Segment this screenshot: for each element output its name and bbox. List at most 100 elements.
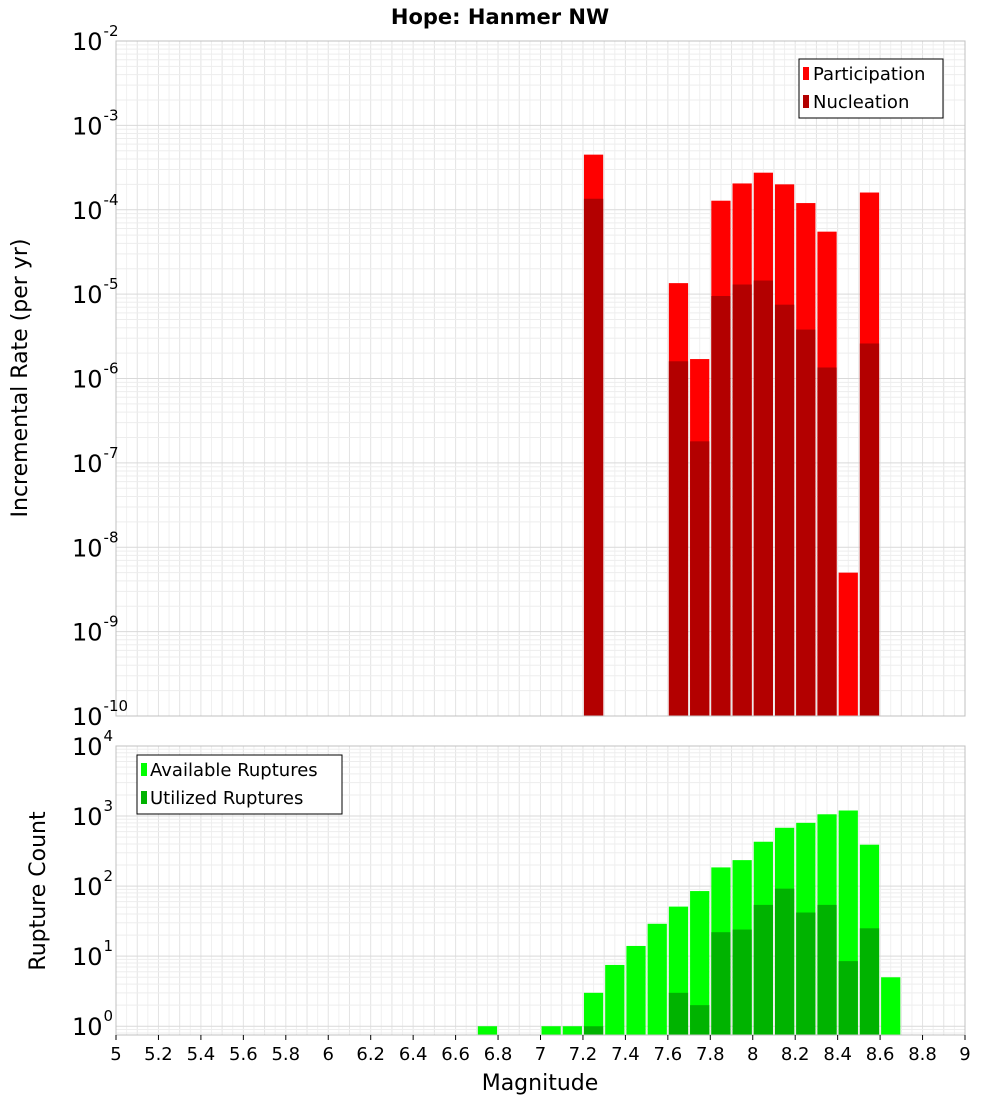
available-bar	[690, 891, 710, 1035]
x-tick-label: 6.4	[399, 1044, 428, 1065]
rate-plot-frame	[115, 40, 966, 717]
nucleation-bar	[690, 441, 710, 716]
x-tick-label: 9	[959, 1044, 970, 1065]
nucleation-bar	[796, 329, 816, 716]
available-bar	[881, 977, 901, 1035]
x-tick-label: 7.4	[611, 1044, 640, 1065]
available-bar	[647, 923, 667, 1035]
count-plot-y-axis-label: Rupture Count	[26, 811, 51, 971]
utilized-bar	[583, 1026, 604, 1035]
available-bar	[477, 1026, 498, 1035]
utilized-bar	[796, 912, 816, 1035]
nucleation-bar	[817, 367, 837, 716]
count-y-tick-exponent: 4	[104, 727, 114, 745]
x-tick-label: 7.6	[654, 1044, 683, 1065]
x-tick-label: 6.6	[441, 1044, 470, 1065]
count-y-tick-exponent: 0	[104, 1007, 114, 1025]
x-tick-label: 6	[323, 1044, 334, 1065]
chart-title: Hope: Hanmer NW	[391, 5, 609, 29]
participation-legend-label: Participation	[813, 64, 925, 85]
rate-legend-box	[798, 58, 944, 119]
utilized-bar	[859, 928, 880, 1035]
rate-y-tick-label: 10-10	[72, 697, 128, 731]
rate-plot: 10-10 10-9 10-8 10-7 10-6 10-5 10-4 10-3 10-2 In…	[8, 22, 966, 731]
x-tick-label: 7.2	[569, 1044, 598, 1065]
rate-y-tick-exponent: -4	[104, 191, 119, 209]
rate-y-tick-label: 10-2	[72, 22, 119, 56]
nucleation-bar	[774, 304, 795, 716]
utilized-legend-label: Utilized Ruptures	[150, 788, 303, 809]
rate-y-tick-exponent: -8	[104, 528, 119, 546]
nucleation-bar	[583, 198, 604, 717]
rate-y-tick-label: 10-7	[72, 444, 119, 478]
x-tick-label: 5.8	[271, 1044, 300, 1065]
x-axis-ticks: 5 5.2 5.4 5.6 5.8 6 6.2 6.4 6.6 6.8 7 7.2 7.4 7.6 7.8 8…	[110, 1035, 971, 1065]
count-y-tick-exponent: 1	[104, 937, 114, 955]
count-y-tick-exponent: 3	[104, 797, 114, 815]
x-tick-label: 8.6	[866, 1044, 895, 1065]
rate-y-tick-label: 10-8	[72, 528, 119, 562]
utilized-bar	[753, 904, 773, 1035]
utilized-legend-swatch	[141, 791, 147, 804]
x-tick-label: 5.4	[187, 1044, 216, 1065]
x-tick-label: 6.8	[484, 1044, 513, 1065]
count-y-tick-label: 101	[72, 937, 113, 971]
rate-y-tick-label: 10-3	[72, 106, 119, 140]
count-y-tick-label: 102	[72, 867, 113, 901]
rate-y-tick-label: 10-5	[72, 275, 119, 309]
nucleation-legend-label: Nucleation	[813, 92, 909, 113]
rate-plot-y-axis-label: Incremental Rate (per yr)	[8, 239, 33, 518]
x-tick-label: 8.4	[823, 1044, 852, 1065]
available-legend-swatch	[141, 763, 147, 776]
rate-plot-legend: Participation Nucleation	[798, 58, 944, 119]
rate-y-tick-label: 10-4	[72, 191, 119, 225]
x-axis-label: Magnitude	[482, 1071, 599, 1096]
nucleation-bar	[732, 284, 752, 716]
x-tick-label: 7	[535, 1044, 546, 1065]
x-tick-label: 5.6	[229, 1044, 258, 1065]
x-tick-label: 8	[747, 1044, 758, 1065]
nucleation-bar	[859, 343, 880, 716]
rate-y-tick-exponent: -6	[104, 360, 119, 378]
nucleation-bar	[668, 361, 689, 716]
available-bar	[583, 992, 604, 1035]
count-plot-legend: Available Ruptures Utilized Ruptures	[136, 754, 343, 815]
count-plot-bars	[477, 810, 901, 1035]
participation-legend-swatch	[803, 67, 809, 80]
rate-y-tick-exponent: -2	[104, 22, 119, 40]
rate-plot-grid	[115, 40, 966, 717]
rate-y-tick-exponent: -3	[104, 106, 119, 124]
x-tick-label: 5	[110, 1044, 121, 1065]
available-bar	[626, 945, 646, 1035]
count-y-tick-label: 104	[72, 727, 113, 761]
count-legend-box	[136, 754, 343, 815]
count-y-tick-exponent: 2	[104, 867, 114, 885]
utilized-bar	[817, 904, 837, 1035]
x-tick-label: 7.8	[696, 1044, 725, 1065]
x-tick-label: 8.8	[908, 1044, 937, 1065]
nucleation-bar	[711, 296, 731, 716]
available-bar	[605, 964, 625, 1035]
utilized-bar	[732, 929, 752, 1035]
rate-y-tick-label: 10-9	[72, 613, 119, 647]
count-y-tick-label: 103	[72, 797, 113, 831]
available-legend-label: Available Ruptures	[150, 760, 318, 781]
x-tick-label: 5.2	[144, 1044, 173, 1065]
rate-y-tick-exponent: -9	[104, 613, 119, 631]
utilized-bar	[774, 888, 795, 1035]
rate-y-tick-exponent: -10	[104, 697, 129, 715]
participation-bar	[838, 572, 858, 716]
rate-y-tick-label: 10-6	[72, 360, 119, 394]
utilized-bar	[838, 961, 858, 1035]
utilized-bar	[668, 992, 689, 1035]
rate-y-tick-exponent: -5	[104, 275, 119, 293]
x-tick-label: 6.2	[356, 1044, 385, 1065]
rate-y-tick-exponent: -7	[104, 444, 119, 462]
x-tick-label: 8.2	[781, 1044, 810, 1065]
nucleation-bar	[753, 280, 773, 716]
utilized-bar	[690, 1005, 710, 1035]
count-y-tick-label: 100	[72, 1007, 113, 1041]
